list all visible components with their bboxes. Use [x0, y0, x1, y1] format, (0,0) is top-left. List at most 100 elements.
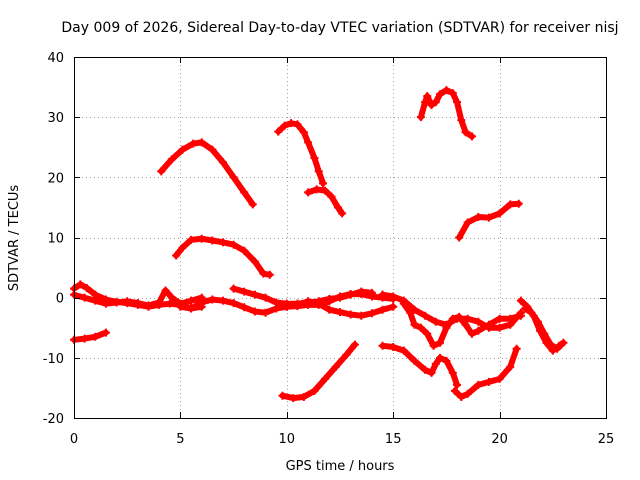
data-point — [274, 127, 283, 136]
series-line — [158, 139, 256, 208]
data-point — [187, 235, 196, 244]
series-arc-03 — [274, 119, 327, 188]
x-tick-label: 0 — [70, 432, 78, 447]
y-tick-label: 20 — [47, 171, 64, 186]
data-point — [167, 155, 176, 164]
y-tick-label: 30 — [47, 111, 64, 126]
x-tick-labels: 0 5 10 15 20 25 — [70, 432, 614, 447]
data-point — [457, 116, 466, 125]
data-point — [378, 290, 387, 299]
data-point — [161, 286, 170, 295]
data-point — [442, 323, 451, 332]
data-point — [553, 344, 562, 353]
y-tick-label: 0 — [56, 292, 64, 307]
data-point — [557, 340, 566, 349]
data-point — [327, 192, 336, 201]
data-point — [261, 293, 270, 302]
data-point — [346, 290, 355, 299]
data-point — [436, 353, 445, 362]
data-point — [304, 138, 313, 147]
data-point — [467, 132, 476, 141]
data-point — [495, 314, 504, 323]
data-point — [389, 343, 398, 352]
data-point — [112, 298, 121, 307]
data-point — [474, 317, 483, 326]
data-point — [133, 299, 142, 308]
data-point — [229, 173, 238, 182]
data-point — [512, 344, 521, 353]
series-layer — [70, 86, 568, 403]
data-point — [240, 246, 249, 255]
data-point — [299, 128, 308, 137]
data-point — [250, 290, 259, 299]
data-point — [378, 341, 387, 350]
data-point — [287, 119, 296, 128]
x-tick-label: 10 — [279, 432, 296, 447]
data-point — [442, 86, 451, 95]
data-point — [533, 317, 542, 326]
data-point — [455, 312, 464, 321]
data-point — [272, 298, 281, 307]
data-point — [321, 374, 330, 383]
data-point — [516, 311, 525, 320]
data-point — [350, 340, 359, 349]
data-point — [423, 92, 432, 101]
data-point — [208, 236, 217, 245]
data-point — [165, 299, 174, 308]
data-point — [248, 200, 257, 209]
series-line — [451, 345, 520, 400]
data-point — [250, 257, 259, 266]
data-point — [540, 329, 549, 338]
data-point — [342, 350, 351, 359]
x-tick-label: 25 — [598, 432, 615, 447]
data-point — [278, 391, 287, 400]
data-point — [410, 356, 419, 365]
data-point — [250, 307, 259, 316]
series-arc-08 — [70, 286, 206, 310]
series-arc-02 — [172, 234, 274, 279]
data-point — [436, 90, 445, 99]
data-point — [240, 287, 249, 296]
data-point — [421, 311, 430, 320]
data-point — [461, 320, 470, 329]
data-point — [240, 303, 249, 312]
axis-ticks — [74, 57, 607, 419]
data-point — [506, 314, 515, 323]
x-axis-label: GPS time / hours — [286, 459, 395, 474]
data-point — [457, 392, 466, 401]
data-point — [474, 326, 483, 335]
data-point — [378, 305, 387, 314]
data-point — [495, 209, 504, 218]
data-point — [450, 386, 459, 395]
data-point — [312, 185, 321, 194]
data-point — [218, 158, 227, 167]
x-tick-label: 15 — [385, 432, 402, 447]
data-point — [521, 304, 530, 313]
data-point — [178, 243, 187, 252]
data-point — [178, 145, 187, 154]
data-point — [467, 329, 476, 338]
data-point — [474, 380, 483, 389]
data-point — [310, 386, 319, 395]
data-point — [314, 167, 323, 176]
x-tick-label: 20 — [491, 432, 508, 447]
data-point — [495, 323, 504, 332]
data-point — [474, 213, 483, 222]
data-point — [495, 374, 504, 383]
data-point — [399, 299, 408, 308]
data-point — [431, 317, 440, 326]
data-point — [423, 329, 432, 338]
series-arc-19 — [450, 344, 521, 401]
y-tick-label: -20 — [43, 412, 64, 427]
data-point — [421, 98, 430, 107]
data-point — [218, 238, 227, 247]
data-point — [406, 308, 415, 317]
data-point — [333, 203, 342, 212]
data-point — [421, 365, 430, 374]
data-point — [410, 320, 419, 329]
data-point — [101, 299, 110, 308]
data-point — [91, 332, 100, 341]
data-point — [427, 368, 436, 377]
data-point — [293, 300, 302, 309]
